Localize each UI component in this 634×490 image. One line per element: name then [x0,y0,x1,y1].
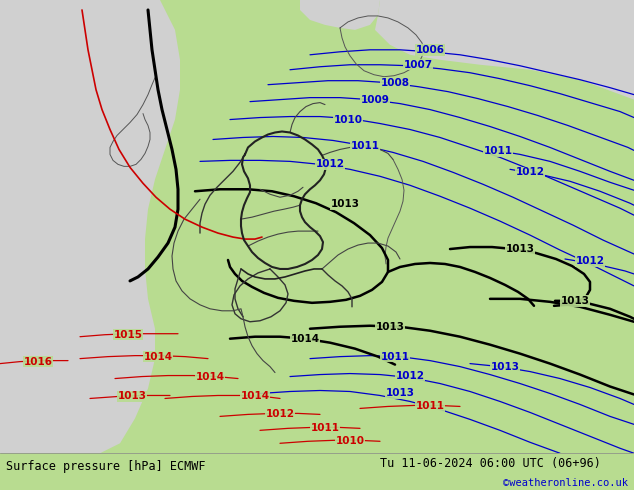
Text: 1012: 1012 [316,159,344,170]
Text: 1014: 1014 [290,334,320,343]
Text: 1013: 1013 [491,362,519,371]
Text: 1006: 1006 [415,45,444,55]
Text: 1014: 1014 [143,352,172,362]
Text: 1010: 1010 [333,115,363,124]
Text: 1013: 1013 [385,389,415,398]
Text: 1011: 1011 [484,147,512,156]
Text: 1011: 1011 [351,142,380,151]
Polygon shape [300,0,380,30]
Text: 1015: 1015 [113,330,143,340]
Text: Tu 11-06-2024 06:00 UTC (06+96): Tu 11-06-2024 06:00 UTC (06+96) [380,457,601,470]
Text: 1009: 1009 [361,95,389,105]
Text: ©weatheronline.co.uk: ©weatheronline.co.uk [503,478,628,488]
Text: 1011: 1011 [415,401,444,412]
Text: 1013: 1013 [117,392,146,401]
Text: 1013: 1013 [560,296,590,306]
Polygon shape [0,0,180,453]
Text: 1014: 1014 [195,371,224,382]
Text: 1013: 1013 [375,322,404,332]
Text: 1013: 1013 [330,199,359,209]
Text: 1010: 1010 [335,436,365,446]
Text: Surface pressure [hPa] ECMWF: Surface pressure [hPa] ECMWF [6,460,206,473]
Text: 1013: 1013 [505,244,534,254]
Text: 1014: 1014 [240,392,269,401]
Text: 1012: 1012 [396,370,425,381]
Text: 1012: 1012 [576,256,604,266]
Polygon shape [375,0,634,99]
Text: 1012: 1012 [266,410,295,419]
Text: 1012: 1012 [515,167,545,177]
Text: 1011: 1011 [311,423,339,433]
Text: 1011: 1011 [380,352,410,362]
Text: 1008: 1008 [380,78,410,88]
Text: 1016: 1016 [23,357,53,367]
Text: 1007: 1007 [403,60,432,70]
